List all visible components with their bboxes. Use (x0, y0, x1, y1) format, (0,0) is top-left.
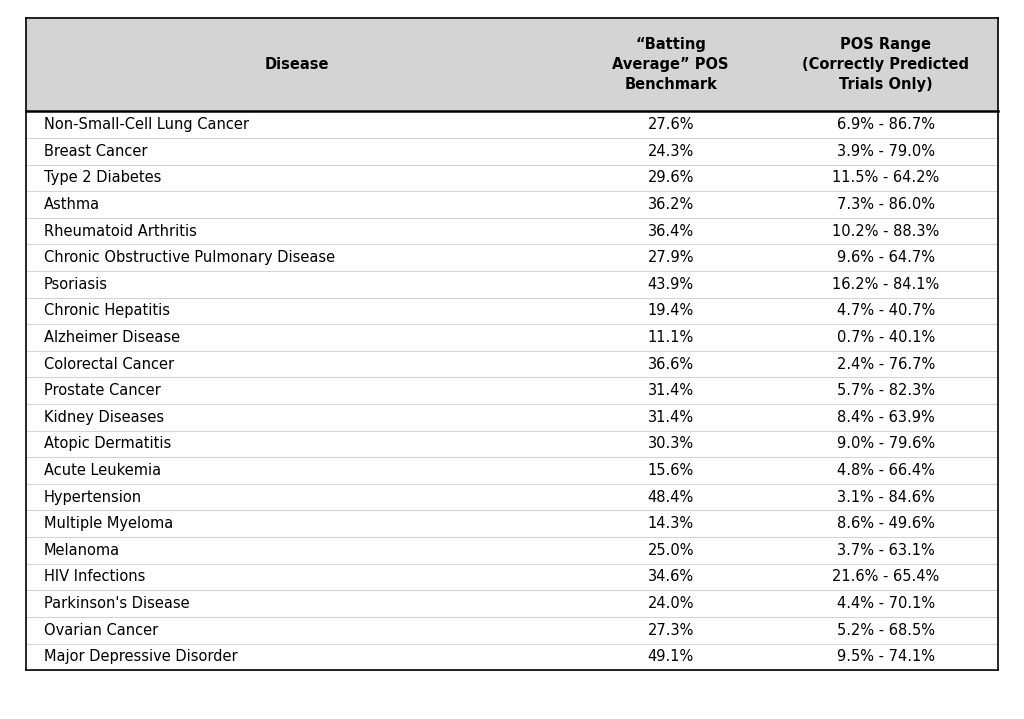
Text: 5.2% - 68.5%: 5.2% - 68.5% (837, 623, 935, 638)
Text: 21.6% - 65.4%: 21.6% - 65.4% (833, 569, 939, 585)
Text: 30.3%: 30.3% (647, 436, 694, 452)
Text: 8.6% - 49.6%: 8.6% - 49.6% (837, 516, 935, 531)
Text: 3.7% - 63.1%: 3.7% - 63.1% (837, 543, 935, 558)
Text: POS Range
(Correctly Predicted
Trials Only): POS Range (Correctly Predicted Trials On… (802, 37, 970, 92)
Text: Acute Leukemia: Acute Leukemia (44, 463, 161, 478)
Text: Kidney Diseases: Kidney Diseases (44, 410, 164, 425)
Text: 25.0%: 25.0% (647, 543, 694, 558)
Text: 31.4%: 31.4% (647, 410, 694, 425)
Text: Asthma: Asthma (44, 197, 100, 212)
Text: Parkinson's Disease: Parkinson's Disease (44, 596, 189, 611)
Text: Melanoma: Melanoma (44, 543, 120, 558)
Text: HIV Infections: HIV Infections (44, 569, 145, 585)
Text: 6.9% - 86.7%: 6.9% - 86.7% (837, 117, 935, 132)
Bar (26, 18, 998, 111)
Text: 4.4% - 70.1%: 4.4% - 70.1% (837, 596, 935, 611)
Text: 9.5% - 74.1%: 9.5% - 74.1% (837, 649, 935, 664)
Text: 27.3%: 27.3% (647, 623, 694, 638)
Text: 11.1%: 11.1% (647, 330, 694, 345)
Text: 2.4% - 76.7%: 2.4% - 76.7% (837, 357, 935, 372)
Text: 4.8% - 66.4%: 4.8% - 66.4% (837, 463, 935, 478)
Text: 3.9% - 79.0%: 3.9% - 79.0% (837, 144, 935, 159)
Text: 7.3% - 86.0%: 7.3% - 86.0% (837, 197, 935, 212)
Text: Chronic Obstructive Pulmonary Disease: Chronic Obstructive Pulmonary Disease (44, 250, 335, 265)
Text: 0.7% - 40.1%: 0.7% - 40.1% (837, 330, 935, 345)
Text: 8.4% - 63.9%: 8.4% - 63.9% (837, 410, 935, 425)
Text: 43.9%: 43.9% (647, 277, 694, 292)
Text: 16.2% - 84.1%: 16.2% - 84.1% (833, 277, 939, 292)
Text: Non-Small-Cell Lung Cancer: Non-Small-Cell Lung Cancer (44, 117, 249, 132)
Text: 10.2% - 88.3%: 10.2% - 88.3% (833, 224, 939, 239)
Text: 29.6%: 29.6% (647, 170, 694, 186)
Text: 11.5% - 64.2%: 11.5% - 64.2% (833, 170, 939, 186)
Text: 36.2%: 36.2% (647, 197, 694, 212)
Text: 4.7% - 40.7%: 4.7% - 40.7% (837, 303, 935, 319)
Text: 49.1%: 49.1% (647, 649, 694, 664)
Text: Atopic Dermatitis: Atopic Dermatitis (44, 436, 171, 452)
Text: 9.6% - 64.7%: 9.6% - 64.7% (837, 250, 935, 265)
Text: 14.3%: 14.3% (647, 516, 694, 531)
Text: 9.0% - 79.6%: 9.0% - 79.6% (837, 436, 935, 452)
Text: Type 2 Diabetes: Type 2 Diabetes (44, 170, 162, 186)
Text: Disease: Disease (265, 58, 329, 72)
Text: 27.6%: 27.6% (647, 117, 694, 132)
Text: Multiple Myeloma: Multiple Myeloma (44, 516, 173, 531)
Text: 34.6%: 34.6% (647, 569, 694, 585)
Text: Psoriasis: Psoriasis (44, 277, 109, 292)
Text: 31.4%: 31.4% (647, 383, 694, 398)
Text: 48.4%: 48.4% (647, 490, 694, 505)
Text: Prostate Cancer: Prostate Cancer (44, 383, 161, 398)
Text: Colorectal Cancer: Colorectal Cancer (44, 357, 174, 372)
Text: Chronic Hepatitis: Chronic Hepatitis (44, 303, 170, 319)
Text: Hypertension: Hypertension (44, 490, 142, 505)
Text: 5.7% - 82.3%: 5.7% - 82.3% (837, 383, 935, 398)
Text: 24.0%: 24.0% (647, 596, 694, 611)
Text: “Batting
Average” POS
Benchmark: “Batting Average” POS Benchmark (612, 37, 729, 92)
Text: 27.9%: 27.9% (647, 250, 694, 265)
Text: 36.6%: 36.6% (647, 357, 694, 372)
Text: 3.1% - 84.6%: 3.1% - 84.6% (837, 490, 935, 505)
Text: 24.3%: 24.3% (647, 144, 694, 159)
Text: 15.6%: 15.6% (647, 463, 694, 478)
Text: Major Depressive Disorder: Major Depressive Disorder (44, 649, 238, 664)
Text: 19.4%: 19.4% (647, 303, 694, 319)
Text: Rheumatoid Arthritis: Rheumatoid Arthritis (44, 224, 197, 239)
Text: Ovarian Cancer: Ovarian Cancer (44, 623, 159, 638)
Text: 36.4%: 36.4% (647, 224, 694, 239)
Text: Alzheimer Disease: Alzheimer Disease (44, 330, 180, 345)
Text: Breast Cancer: Breast Cancer (44, 144, 147, 159)
